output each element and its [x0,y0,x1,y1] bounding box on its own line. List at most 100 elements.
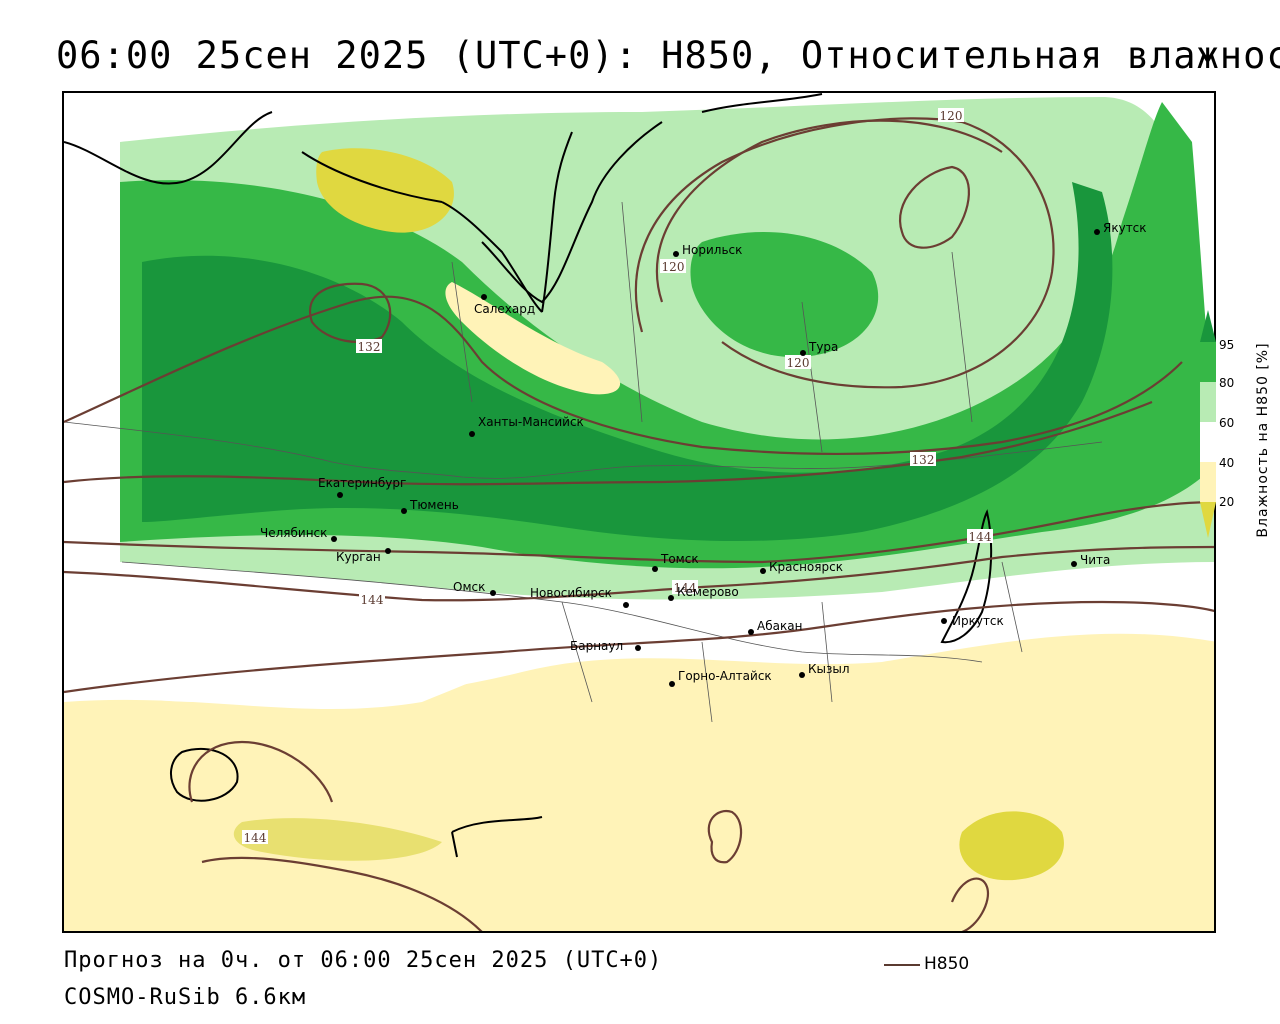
contour-label-bg [910,452,936,466]
contour-label: 120 [662,260,685,274]
geopotential-contours [64,117,1214,931]
legend-line-swatch [884,964,920,966]
city-label: Норильск [682,243,742,257]
humidity-dry-patch [316,148,454,233]
colorbar-graphic [1200,310,1216,538]
humidity-mid-region [64,562,1214,702]
contour-label-bg [967,529,993,543]
contour-labels: 120 120 120 132 132 144 144 144 144 [242,108,993,845]
city-marker [673,251,679,257]
contour-label: 144 [674,581,697,595]
contour-label-bg [672,580,698,594]
city-label: Кемерово [677,585,739,599]
cities: Норильск Якутск Салехард Тура Ханты-Мансийск… [260,221,1147,687]
humidity-wet-patch [690,232,879,358]
city-marker [941,618,947,624]
contour-line [64,600,1214,694]
border-line [561,561,1023,723]
contour-label-bg [660,259,686,273]
city-marker [799,672,805,678]
contour-label-bg [785,355,811,369]
admin-borders [64,201,1103,723]
city-label: Кызыл [808,662,850,676]
city-label: Якутск [1103,221,1147,235]
contour-label: 120 [787,356,810,370]
city-marker [748,629,754,635]
map-title: 06:00 25сен 2025 (UTC+0): H850, Относите… [56,34,1280,77]
contour-line [309,282,392,344]
city-label: Горно-Алтайск [678,669,772,683]
lake-balkhash [451,816,543,858]
city-marker [1094,229,1100,235]
forecast-info: Прогноз на 0ч. от 06:00 25сен 2025 (UTC+… [64,948,663,973]
colorbar-tick: 60 [1219,416,1235,430]
city-label: Салехард [474,302,535,316]
colorbar-band-80 [1200,382,1216,422]
contour-line [707,809,743,864]
city-label: Чита [1080,553,1110,567]
city-marker [490,590,496,596]
city-marker [623,602,629,608]
humidity-saturated-band [142,182,1113,542]
humidity-dry-patch [445,282,621,395]
aral-sea [170,747,239,802]
city-marker [469,431,475,437]
weather-map: 120 120 120 132 132 144 144 144 144 Норильск Якут… [62,91,1216,933]
colorbar-band-40 [1200,462,1216,502]
contour-line [64,400,1153,486]
contour-label: 144 [969,530,992,544]
contour-label: 132 [358,340,381,354]
contour-label-bg [356,339,382,353]
city-marker [635,645,641,651]
coastline-kara-sea [64,93,823,304]
contour-label: 120 [940,109,963,123]
contour-label: 144 [361,593,384,607]
city-label: Новосибирск [530,586,612,600]
map-canvas: 120 120 120 132 132 144 144 144 144 Норильск Якут… [64,93,1214,931]
border-line [451,201,973,453]
contour-line [950,877,990,931]
city-label: Иркутск [952,614,1004,628]
city-marker [760,568,766,574]
humidity-very-dry-patch [959,811,1064,881]
city-label: Томск [660,552,699,566]
contour-line [64,500,1214,564]
humidity-very-dry-patch [233,818,442,861]
contour-label: 144 [244,831,267,845]
contour-line [899,165,970,249]
border-line [121,561,983,663]
city-marker [337,492,343,498]
city-marker [1071,561,1077,567]
city-label: Тура [808,340,838,354]
city-label: Ханты-Мансийск [478,415,584,429]
contour-line [201,856,483,931]
contour-line [188,740,334,803]
city-marker [668,595,674,601]
colorbar-title: Влажность на H850 [%] [1255,342,1271,538]
colorbar [1200,310,1216,540]
city-label: Курган [336,550,381,564]
contour-label-bg [938,108,964,122]
colorbar-tick: 40 [1219,456,1235,470]
city-marker [331,536,337,542]
colorbar-top-arrow [1200,310,1216,342]
colorbar-band-60 [1200,422,1216,462]
city-marker [800,350,806,356]
contour-label-bg [359,592,385,606]
contour-label: 132 [912,453,935,467]
colorbar-bottom-arrow [1200,502,1216,538]
contour-line [655,119,1003,303]
model-name: COSMO-RuSib 6.6км [64,985,307,1010]
city-marker [385,548,391,554]
contour-line [634,117,1055,389]
contour-line [64,295,1183,456]
humidity-field [64,97,1214,931]
city-label: Красноярск [769,560,843,574]
legend-label: H850 [924,954,970,974]
city-marker [401,508,407,514]
coastline-yamal [441,131,573,313]
colorbar-band-95 [1200,342,1216,382]
city-label: Тюмень [409,498,459,512]
colorbar-tick: 80 [1219,376,1235,390]
city-marker [481,294,487,300]
